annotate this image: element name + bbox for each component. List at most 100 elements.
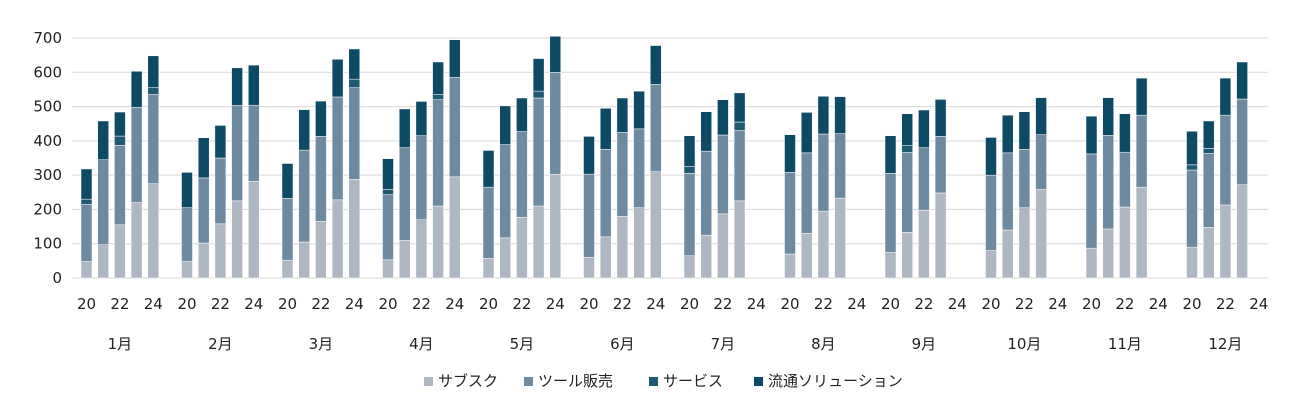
bar-segment-ツール販売	[549, 72, 562, 175]
bar-segment-ツール販売	[130, 107, 143, 203]
bar-segment-サブスク	[549, 174, 562, 279]
bar-segment-ツール販売	[499, 144, 511, 239]
bar-segment-サブスク	[985, 250, 997, 279]
bar-segment-サブスク	[1219, 204, 1232, 279]
bar-segment-流通ソリューション	[934, 99, 947, 137]
x-tick-label: 24	[747, 295, 766, 313]
x-tick-label: 22	[311, 295, 330, 313]
bar-segment-流通ソリューション	[884, 135, 897, 174]
bar-segment-流通ソリューション	[1085, 115, 1098, 155]
bar-segment-サービス	[348, 78, 361, 88]
y-tick-label: 0	[52, 269, 62, 287]
x-tick-label: 22	[1216, 295, 1235, 313]
month-label: 6月	[610, 335, 635, 353]
x-tick-label: 20	[278, 295, 297, 313]
bar-segment-ツール販売	[683, 173, 696, 256]
bar-segment-ツール販売	[733, 130, 746, 202]
bar-segment-ツール販売	[1035, 134, 1047, 190]
bar-segment-サービス	[532, 90, 545, 99]
bar-segment-流通ソリューション	[248, 64, 260, 106]
bar-segment-サブスク	[733, 200, 746, 279]
bar-segment-サブスク	[599, 236, 612, 279]
bar-segment-流通ソリューション	[415, 101, 428, 136]
bar-segment-流通ソリューション	[432, 61, 444, 95]
bar-segment-ツール販売	[633, 128, 645, 208]
bar-segment-流通ソリューション	[650, 45, 662, 85]
bar-segment-ツール販売	[800, 152, 813, 234]
bar-segment-ツール販売	[1085, 153, 1098, 249]
month-label: 3月	[309, 335, 334, 353]
x-tick-label: 24	[1048, 295, 1067, 313]
bar-segment-流通ソリューション	[901, 113, 913, 146]
bar-segment-ツール販売	[382, 194, 394, 261]
bar-segment-ツール販売	[80, 204, 93, 262]
bar-segment-サブスク	[281, 259, 294, 279]
bar-segment-サブスク	[817, 210, 830, 279]
bar-segment-サブスク	[1202, 227, 1215, 279]
bar-segment-サブスク	[482, 258, 495, 279]
bar-segment-サブスク	[516, 217, 528, 279]
bar-segment-サブスク	[583, 257, 595, 279]
bar-segment-ツール販売	[97, 159, 109, 245]
bar-segment-ツール販売	[147, 94, 160, 184]
bar-segment-ツール販売	[1001, 152, 1014, 231]
bar-segment-流通ソリューション	[1018, 111, 1031, 150]
bar-segment-サブスク	[918, 209, 930, 279]
bar-segment-ツール販売	[281, 198, 294, 261]
bar-segment-流通ソリューション	[214, 125, 227, 159]
bar-segment-サブスク	[683, 255, 696, 279]
bar-segment-ツール販売	[985, 174, 997, 251]
legend-swatch	[424, 377, 433, 386]
legend-swatch	[524, 377, 533, 386]
bar-segment-ツール販売	[934, 136, 947, 194]
bar-segment-流通ソリューション	[599, 108, 612, 150]
x-tick-label: 24	[1249, 295, 1268, 313]
bar-segment-サービス	[80, 198, 93, 205]
bar-segment-サブスク	[415, 219, 428, 279]
x-tick-label: 24	[546, 295, 565, 313]
month-label: 7月	[711, 335, 736, 353]
bar-segment-サブスク	[800, 233, 813, 279]
bar-segment-サブスク	[97, 244, 109, 279]
bar-segment-サブスク	[1035, 189, 1047, 279]
bar-segment-流通ソリューション	[281, 163, 294, 199]
bar-segment-流通ソリューション	[918, 109, 930, 148]
legend-label: サブスク	[438, 372, 498, 390]
bar-segment-ツール販売	[214, 157, 227, 225]
bar-segment-流通ソリューション	[298, 109, 310, 151]
month-label: 11月	[1108, 335, 1142, 353]
legend-label: 流通ソリューション	[768, 372, 903, 390]
bar-segment-流通ソリューション	[516, 97, 528, 132]
x-tick-label: 20	[479, 295, 498, 313]
bar-segment-サブスク	[532, 205, 545, 279]
bar-segment-ツール販売	[918, 147, 930, 211]
x-tick-label: 22	[613, 295, 632, 313]
x-tick-label: 20	[680, 295, 699, 313]
bar-segment-ツール販売	[599, 149, 612, 238]
bar-segment-ツール販売	[197, 177, 210, 244]
bar-segment-流通ソリューション	[1119, 113, 1131, 153]
bar-segment-流通ソリューション	[482, 150, 495, 188]
bar-segment-流通ソリューション	[449, 39, 461, 78]
bar-segment-サービス	[382, 189, 394, 195]
legend-swatch	[649, 377, 658, 386]
x-tick-label: 22	[110, 295, 129, 313]
month-label: 2月	[208, 335, 233, 353]
x-tick-label: 24	[144, 295, 163, 313]
bar-segment-流通ソリューション	[817, 96, 830, 135]
month-label: 12月	[1208, 335, 1242, 353]
bar-segment-ツール販売	[700, 150, 712, 236]
bar-segment-サブスク	[248, 181, 260, 279]
bar-segment-流通ソリューション	[700, 111, 712, 152]
bar-segment-ツール販売	[1186, 169, 1198, 248]
bar-segment-サブスク	[348, 179, 361, 279]
bar-segment-ツール販売	[532, 97, 545, 207]
y-tick-label: 500	[33, 98, 62, 116]
bar-segment-サブスク	[1001, 229, 1014, 279]
bar-segment-ツール販売	[248, 104, 260, 182]
bar-segment-流通ソリューション	[499, 105, 511, 145]
bar-segment-流通ソリューション	[1001, 114, 1014, 154]
bar-segment-サブスク	[315, 221, 327, 279]
